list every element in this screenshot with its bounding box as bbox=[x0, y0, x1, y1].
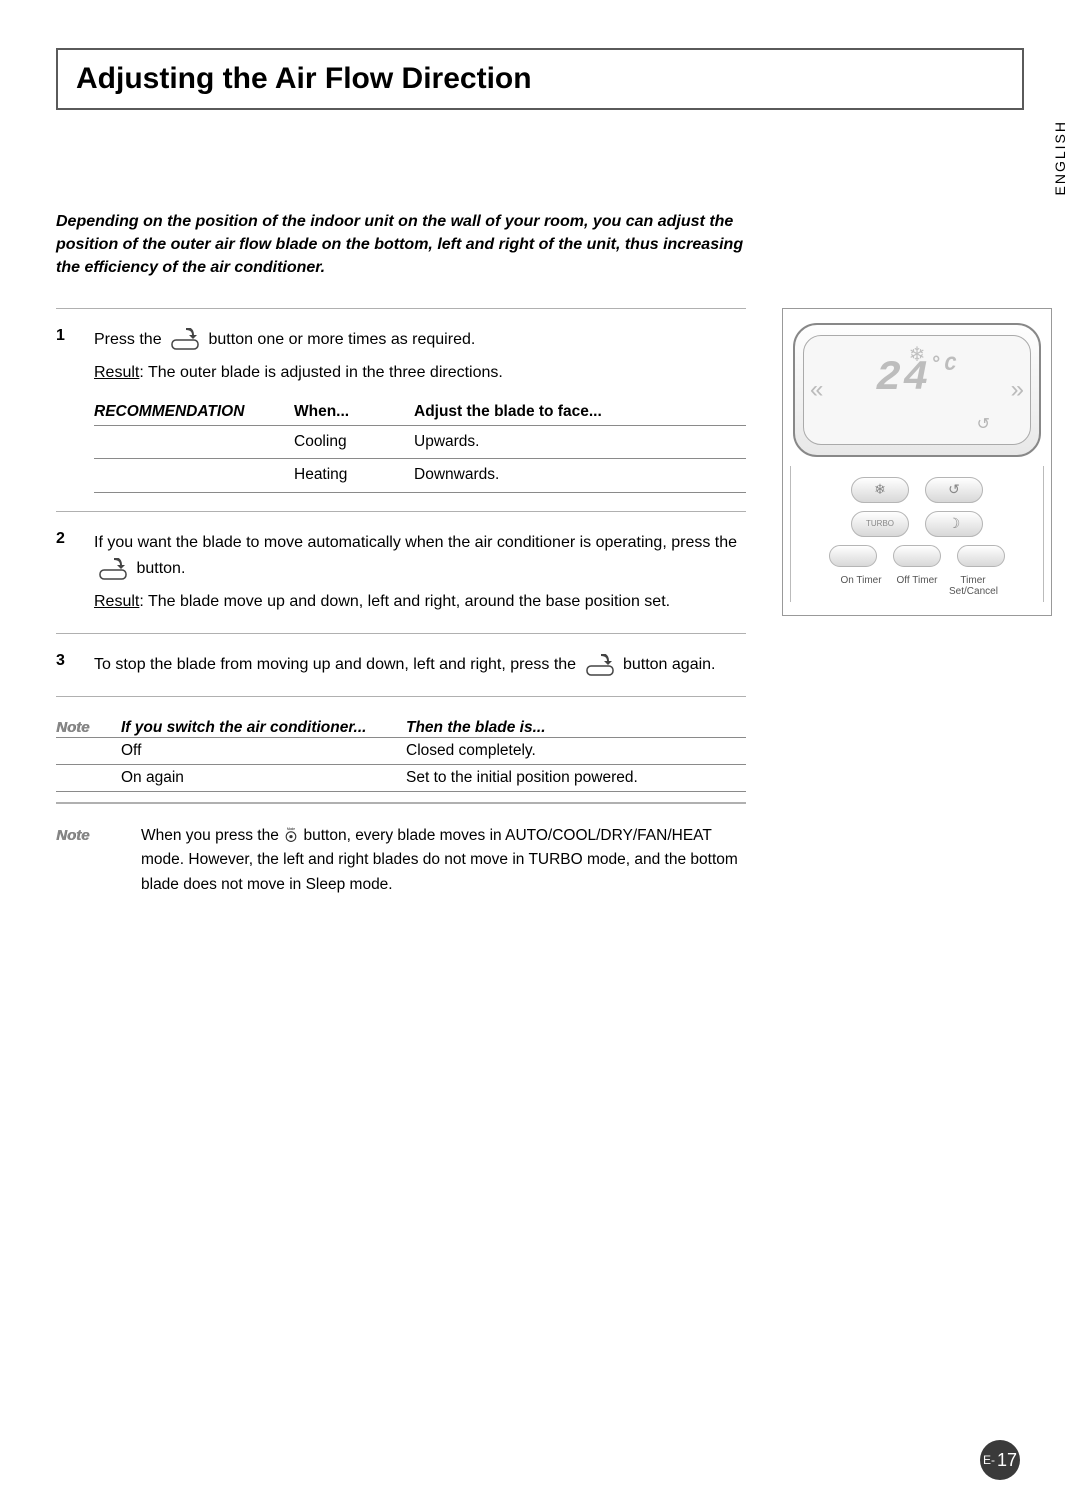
step-text-pre: To stop the blade from moving up and dow… bbox=[94, 656, 576, 673]
note-block: Note When you press the Mode button, eve… bbox=[56, 824, 746, 898]
note-label: Note bbox=[56, 719, 89, 736]
note-header-1: If you switch the air conditioner... bbox=[121, 719, 406, 737]
step-number: 1 bbox=[56, 327, 76, 494]
page-title: Adjusting the Air Flow Direction bbox=[76, 62, 1004, 96]
timer-labels: On Timer Off Timer Timer Set/Cancel bbox=[837, 575, 997, 597]
timer-set-label: Timer Set/Cancel bbox=[949, 575, 997, 597]
swing-button-icon bbox=[96, 558, 130, 580]
language-tab: ENGLISH bbox=[1052, 120, 1068, 195]
table-row: Off Closed completely. bbox=[56, 737, 746, 764]
rec-when: Heating bbox=[294, 463, 414, 488]
divider bbox=[790, 466, 791, 602]
rec-header-when: When... bbox=[294, 400, 414, 425]
remote-buttons: ❄ ↺ TURBO ☽ On Timer bbox=[793, 477, 1041, 597]
note-label: Note bbox=[56, 827, 89, 844]
mode-icon-label: Mode bbox=[287, 828, 295, 832]
cool-button: ❄ bbox=[851, 477, 909, 503]
step-body: If you want the blade to move automatica… bbox=[94, 530, 746, 615]
swing-indicator-icon: ↺ bbox=[977, 414, 990, 434]
step-text-pre: If you want the blade to move automatica… bbox=[94, 534, 737, 551]
divider bbox=[56, 802, 746, 804]
step-number: 3 bbox=[56, 652, 76, 678]
page-number-badge: E-17 bbox=[980, 1440, 1020, 1480]
note-c1: Off bbox=[121, 742, 406, 760]
mode-button-icon: Mode bbox=[283, 827, 299, 843]
step-3: 3 To stop the blade from moving up and d… bbox=[56, 633, 746, 697]
result-text: : The blade move up and down, left and r… bbox=[139, 593, 670, 610]
step-2: 2 If you want the blade to move automati… bbox=[56, 511, 746, 633]
remote-screen-bezel: ❄ « » 24°C ↺ bbox=[793, 323, 1041, 457]
step-body: To stop the blade from moving up and dow… bbox=[94, 652, 746, 678]
result-text: : The outer blade is adjusted in the thr… bbox=[139, 364, 502, 381]
rec-when: Cooling bbox=[294, 430, 414, 455]
sleep-button: ☽ bbox=[925, 511, 983, 537]
note-table: Note If you switch the air conditioner..… bbox=[56, 719, 746, 792]
divider bbox=[1043, 466, 1044, 602]
step-1: 1 Press the button one or more times as … bbox=[56, 308, 746, 512]
timer-set-button bbox=[957, 545, 1005, 567]
temperature-unit: °C bbox=[930, 354, 958, 377]
temperature-display: 24°C bbox=[804, 354, 1030, 402]
temperature-value: 24 bbox=[876, 354, 930, 402]
intro-paragraph: Depending on the position of the indoor … bbox=[56, 210, 766, 280]
result-label: Result bbox=[94, 593, 139, 610]
step-number: 2 bbox=[56, 530, 76, 615]
swing-button-icon bbox=[583, 654, 617, 676]
step-text-post: button again. bbox=[623, 656, 716, 673]
content-row: 1 Press the button one or more times as … bbox=[56, 308, 1024, 898]
rec-adjust: Downwards. bbox=[414, 463, 746, 488]
remote-illustration-column: ❄ « » 24°C ↺ ❄ bbox=[782, 308, 1052, 898]
rec-label: RECOMMENDATION bbox=[94, 400, 294, 425]
table-row: On again Set to the initial position pow… bbox=[56, 764, 746, 792]
note-c2: Closed completely. bbox=[406, 742, 746, 760]
recommendation-table: RECOMMENDATION When... Adjust the blade … bbox=[94, 400, 746, 493]
remote-screen: ❄ « » 24°C ↺ bbox=[803, 335, 1031, 445]
result-label: Result bbox=[94, 364, 139, 381]
step-body: Press the button one or more times as re… bbox=[94, 327, 746, 494]
note-c1: On again bbox=[121, 769, 406, 787]
step-text-post: button one or more times as required. bbox=[209, 331, 476, 348]
on-timer-button bbox=[829, 545, 877, 567]
note-c2: Set to the initial position powered. bbox=[406, 769, 746, 787]
turbo-button: TURBO bbox=[851, 511, 909, 537]
step-text-post: button. bbox=[136, 560, 185, 577]
table-row: Heating Downwards. bbox=[94, 458, 746, 493]
note-header-2: Then the blade is... bbox=[406, 719, 746, 737]
swing-button: ↺ bbox=[925, 477, 983, 503]
swing-button-icon bbox=[168, 328, 202, 350]
off-timer-button bbox=[893, 545, 941, 567]
page-num-value: 17 bbox=[997, 1450, 1017, 1471]
page-prefix: E- bbox=[983, 1453, 995, 1467]
remote-control: ❄ « » 24°C ↺ ❄ bbox=[782, 308, 1052, 616]
rec-header-adjust: Adjust the blade to face... bbox=[414, 400, 746, 425]
on-timer-label: On Timer bbox=[837, 575, 885, 597]
rec-adjust: Upwards. bbox=[414, 430, 746, 455]
off-timer-label: Off Timer bbox=[893, 575, 941, 597]
table-row: Cooling Upwards. bbox=[94, 425, 746, 459]
step-text-pre: Press the bbox=[94, 331, 162, 348]
note-text-pre: When you press the bbox=[141, 827, 279, 844]
instructions-column: 1 Press the button one or more times as … bbox=[56, 308, 746, 898]
title-box: Adjusting the Air Flow Direction bbox=[56, 48, 1024, 110]
